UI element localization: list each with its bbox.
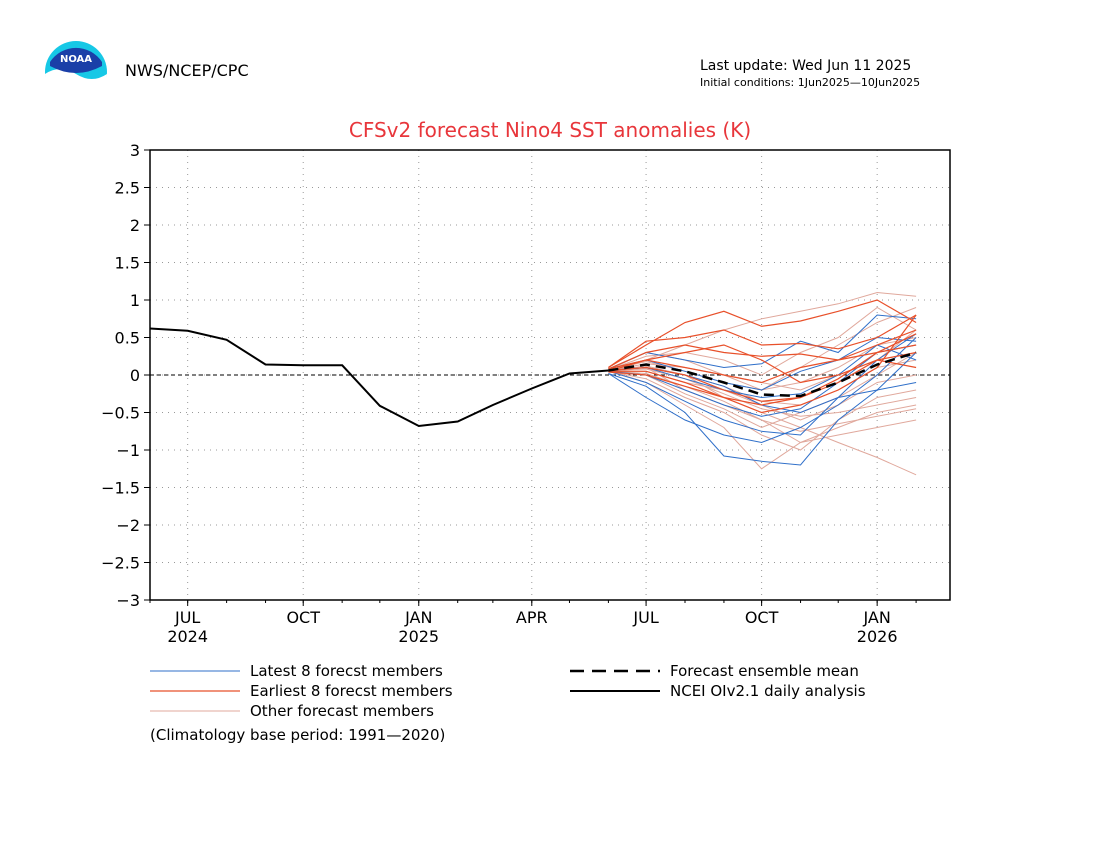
ensemble-mean bbox=[608, 351, 917, 398]
other-members bbox=[608, 291, 917, 476]
climatology-note: (Climatology base period: 1991—2020) bbox=[150, 726, 446, 744]
other-member-line bbox=[608, 370, 917, 432]
x-tick-year: 2026 bbox=[857, 627, 898, 646]
agency-label: NWS/NCEP/CPC bbox=[125, 61, 249, 80]
legend-label-earliest: Earliest 8 forecst members bbox=[250, 682, 453, 700]
x-tick-label: JAN bbox=[404, 608, 432, 627]
mean-line bbox=[608, 351, 917, 398]
legend-label-other: Other forecast members bbox=[250, 702, 434, 720]
latest-member-line bbox=[608, 344, 917, 417]
x-tick-year: 2025 bbox=[398, 627, 439, 646]
other-member-line bbox=[608, 368, 917, 417]
logo-text: NOAA bbox=[60, 54, 92, 65]
y-tick-label: 0 bbox=[130, 366, 140, 385]
chart-title: CFSv2 forecast Nino4 SST anomalies (K) bbox=[349, 118, 751, 142]
axes: 32.521.510.50−0.5−1−1.5−2−2.5−3JUL2024OC… bbox=[101, 141, 951, 646]
y-tick-label: 0.5 bbox=[115, 329, 140, 348]
noaa-logo: NOAA bbox=[45, 41, 107, 104]
y-tick-label: 2.5 bbox=[115, 179, 140, 198]
y-tick-label: −2 bbox=[116, 516, 140, 535]
x-tick-year: 2024 bbox=[167, 627, 208, 646]
earliest-members bbox=[608, 299, 917, 414]
other-member-line bbox=[608, 370, 917, 470]
earliest-member-line bbox=[608, 351, 917, 406]
y-tick-label: 3 bbox=[130, 141, 140, 160]
other-member-line bbox=[608, 352, 917, 429]
earliest-member-line bbox=[608, 344, 917, 384]
observed-line bbox=[149, 327, 609, 428]
earliest-member-line bbox=[608, 329, 917, 370]
x-tick-label: OCT bbox=[286, 608, 320, 627]
y-tick-label: −3 bbox=[116, 591, 140, 610]
legend-label-observed: NCEI OIv2.1 daily analysis bbox=[670, 682, 866, 700]
other-member-line bbox=[608, 370, 917, 451]
latest-member-line bbox=[608, 314, 917, 370]
legend-label-latest: Latest 8 forecst members bbox=[250, 662, 443, 680]
y-tick-label: 2 bbox=[130, 216, 140, 235]
y-tick-label: −1.5 bbox=[101, 479, 140, 498]
legend: Latest 8 forecst members Earliest 8 forec… bbox=[150, 662, 866, 720]
earliest-member-line bbox=[608, 314, 917, 368]
y-tick-label: 1 bbox=[130, 291, 140, 310]
x-tick-label: JUL bbox=[174, 608, 200, 627]
x-tick-label: JAN bbox=[862, 608, 890, 627]
y-tick-label: −2.5 bbox=[101, 554, 140, 573]
legend-label-mean: Forecast ensemble mean bbox=[670, 662, 859, 680]
earliest-member-line bbox=[608, 314, 917, 414]
latest-member-line bbox=[608, 337, 917, 444]
latest-member-line bbox=[608, 333, 917, 436]
earliest-member-line bbox=[608, 344, 917, 402]
x-tick-label: OCT bbox=[745, 608, 779, 627]
y-tick-label: −0.5 bbox=[101, 404, 140, 423]
last-update-label: Last update: Wed Jun 11 2025 bbox=[700, 58, 912, 74]
y-tick-label: −1 bbox=[116, 441, 140, 460]
other-member-line bbox=[608, 366, 917, 476]
x-tick-label: JUL bbox=[632, 608, 658, 627]
earliest-member-line bbox=[608, 333, 917, 384]
latest-member-line bbox=[608, 336, 917, 391]
earliest-member-line bbox=[608, 299, 917, 369]
x-tick-label: APR bbox=[516, 608, 548, 627]
y-tick-label: 1.5 bbox=[115, 254, 140, 273]
observed bbox=[149, 327, 609, 428]
latest-member-line bbox=[608, 352, 917, 466]
initial-conditions-label: Initial conditions: 1Jun2025—10Jun2025 bbox=[700, 76, 921, 89]
plot-frame bbox=[149, 149, 951, 601]
